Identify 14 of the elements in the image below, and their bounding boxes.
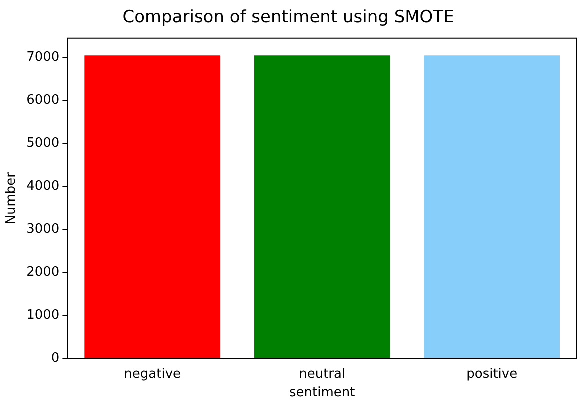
y-tick-label: 0 <box>51 351 60 366</box>
chart-title: Comparison of sentiment using SMOTE <box>122 8 454 28</box>
x-tick-label: negative <box>124 366 181 382</box>
x-tick-label: neutral <box>299 366 346 382</box>
y-axis-title: Number <box>4 172 20 225</box>
y-tick-label: 6000 <box>26 93 60 108</box>
y-tick-label: 1000 <box>26 308 60 324</box>
y-tick-label: 3000 <box>26 222 60 238</box>
x-axis-title: sentiment <box>289 386 356 401</box>
y-tick-label: 2000 <box>26 265 60 280</box>
y-tick-label: 4000 <box>26 179 60 194</box>
y-tick-label: 7000 <box>26 50 60 66</box>
x-tick-label: positive <box>466 366 518 382</box>
y-tick-label: 5000 <box>26 136 60 152</box>
